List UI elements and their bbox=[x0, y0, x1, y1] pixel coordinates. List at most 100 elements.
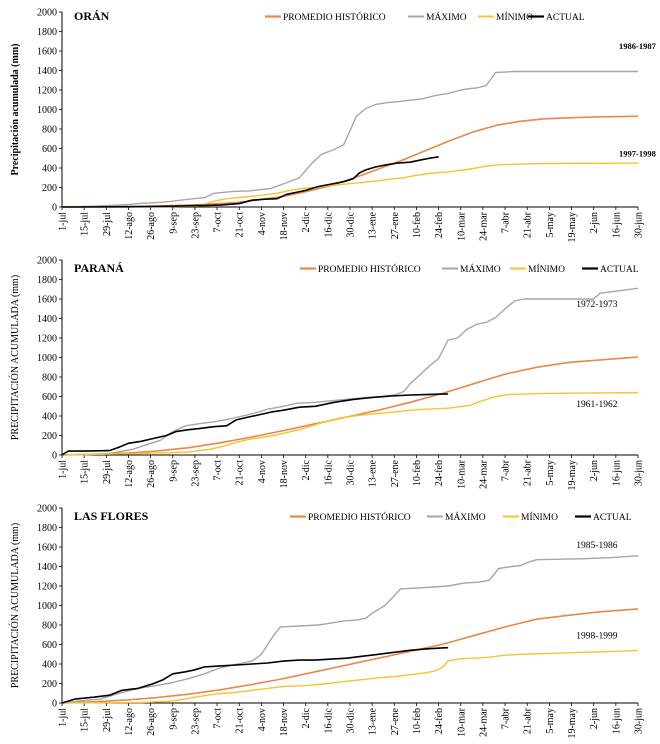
y-tick-label: 200 bbox=[42, 679, 57, 690]
annotation-label-1: 1986-1987 bbox=[619, 41, 657, 51]
y-axis-title: PRECIPITACIÓN ACUMULADA (mm) bbox=[9, 275, 21, 440]
x-tick-label: 27-ene bbox=[390, 211, 401, 239]
y-tick-label: 2000 bbox=[37, 8, 57, 19]
x-tick-label: 12-ago bbox=[124, 708, 135, 736]
x-tick-label: 2-dic bbox=[301, 211, 312, 232]
x-tick-label: 15-jul bbox=[80, 460, 91, 484]
annotation-label-1: 1972-1973 bbox=[576, 300, 617, 310]
x-tick-label: 30-dic bbox=[346, 459, 357, 485]
legend-label-3: MÍNIMO bbox=[528, 263, 565, 275]
x-tick-label: 13-ene bbox=[368, 707, 379, 735]
series-line-3 bbox=[61, 391, 639, 456]
x-tick-label: 23-sep bbox=[190, 708, 201, 735]
y-tick-label: 1600 bbox=[37, 543, 57, 554]
series-line-4 bbox=[61, 646, 449, 704]
legend-label-3: MÍNIMO bbox=[496, 11, 533, 23]
x-tick-label: 9-sep bbox=[168, 212, 179, 234]
x-tick-label: 19-may bbox=[567, 708, 578, 739]
y-axis-title: Precipitación acumulada (mm) bbox=[10, 43, 21, 175]
legend-label-1: PROMEDIO HISTÓRICO bbox=[283, 11, 386, 23]
x-tick-label: 26-ago bbox=[146, 460, 157, 488]
y-tick-label: 1800 bbox=[37, 523, 57, 534]
legend-label-1: PROMEDIO HISTÓRICO bbox=[318, 263, 421, 275]
x-tick-label: 13-ene bbox=[368, 211, 379, 239]
series-line-4 bbox=[61, 393, 449, 456]
y-tick-label: 1600 bbox=[37, 295, 57, 306]
chart-las-flores: 0 200 400 600 800 1000 1200 1400 1600 1800 2000 1-j… bbox=[9, 504, 645, 739]
x-tick-label: 4-nov bbox=[257, 708, 268, 731]
plot-title: PARANÁ bbox=[74, 261, 124, 275]
x-tick-label: 24-mar bbox=[478, 707, 489, 737]
legend-label-3: MÍNIMO bbox=[521, 511, 558, 523]
y-tick-label: 400 bbox=[42, 660, 57, 671]
x-tick-label: 23-sep bbox=[190, 460, 201, 487]
x-tick-label: 7-oct bbox=[213, 708, 224, 729]
x-tick-label: 5-may bbox=[545, 212, 556, 238]
y-tick-label: 800 bbox=[42, 125, 57, 136]
series-line-3 bbox=[61, 162, 639, 208]
series-line-2 bbox=[61, 287, 639, 456]
series-line-2 bbox=[61, 555, 639, 704]
annotation-label-2: 1961-1962 bbox=[576, 400, 617, 410]
plot-title: ORÁN bbox=[74, 9, 110, 23]
y-tick-label: 1800 bbox=[37, 275, 57, 286]
x-tick-label: 13-ene bbox=[368, 459, 379, 487]
y-tick-label: 200 bbox=[42, 431, 57, 442]
series-line-3 bbox=[61, 649, 639, 704]
x-tick-label: 21-oct bbox=[235, 708, 246, 734]
x-tick-label: 5-may bbox=[545, 708, 556, 734]
x-tick-label: 24-feb bbox=[434, 460, 445, 486]
legend-label-1: PROMEDIO HISTÓRICO bbox=[308, 511, 411, 523]
x-tick-label: 16-jun bbox=[611, 212, 622, 238]
x-tick-label: 9-sep bbox=[168, 460, 179, 482]
x-tick-label: 19-may bbox=[567, 212, 578, 243]
x-tick-label: 26-ago bbox=[146, 212, 157, 240]
y-tick-label: 600 bbox=[42, 392, 57, 403]
x-tick-label: 30-jun bbox=[634, 460, 645, 486]
x-tick-label: 7-abr bbox=[501, 459, 512, 481]
x-tick-label: 29-jul bbox=[102, 708, 113, 732]
x-tick-label: 24-feb bbox=[434, 212, 445, 238]
y-axis-title: PRECIPITACIÓN ACUMULADA (mm) bbox=[9, 523, 21, 688]
chart-oran: 0 200 400 600 800 1000 1200 1400 1600 1800 2000 1-j… bbox=[10, 8, 657, 243]
x-tick-label: 12-ago bbox=[124, 212, 135, 240]
y-tick-label: 600 bbox=[42, 144, 57, 155]
y-tick-label: 1400 bbox=[37, 66, 57, 77]
x-tick-label: 2-dic bbox=[301, 459, 312, 480]
y-tick-label: 600 bbox=[42, 640, 57, 651]
x-tick-label: 1-jul bbox=[58, 460, 69, 479]
x-tick-label: 19-may bbox=[567, 460, 578, 491]
y-tick-label: 1400 bbox=[37, 562, 57, 573]
x-tick-label: 10-feb bbox=[412, 460, 423, 486]
x-tick-label: 21-abr bbox=[523, 211, 534, 238]
x-tick-label: 7-oct bbox=[213, 460, 224, 481]
x-tick-label: 1-jul bbox=[58, 708, 69, 727]
x-tick-label: 10-feb bbox=[412, 212, 423, 238]
x-tick-label: 29-jul bbox=[102, 212, 113, 236]
x-tick-label: 24-mar bbox=[478, 211, 489, 241]
y-tick-label: 800 bbox=[42, 621, 57, 632]
plot-title: LAS FLORES bbox=[74, 509, 149, 523]
x-tick-label: 30-dic bbox=[346, 211, 357, 237]
x-tick-label: 27-ene bbox=[390, 707, 401, 735]
x-tick-label: 10-mar bbox=[456, 211, 467, 241]
x-tick-label: 21-abr bbox=[523, 707, 534, 734]
y-tick-label: 1200 bbox=[37, 334, 57, 345]
series-line-4 bbox=[61, 156, 439, 208]
x-tick-label: 18-nov bbox=[279, 708, 290, 736]
x-tick-label: 12-ago bbox=[124, 460, 135, 488]
y-tick-label: 1200 bbox=[37, 582, 57, 593]
x-tick-label: 16-dic bbox=[323, 211, 334, 237]
x-tick-label: 9-sep bbox=[168, 708, 179, 730]
x-tick-label: 24-feb bbox=[434, 708, 445, 734]
y-tick-label: 0 bbox=[52, 699, 57, 710]
x-tick-label: 16-dic bbox=[323, 707, 334, 733]
x-tick-label: 4-nov bbox=[257, 460, 268, 483]
annotation-label-2: 1997-1998 bbox=[619, 148, 656, 158]
series-line-2 bbox=[61, 70, 638, 208]
x-tick-label: 16-dic bbox=[323, 459, 334, 485]
series-line-1 bbox=[61, 608, 639, 704]
x-tick-label: 10-mar bbox=[456, 707, 467, 737]
x-tick-label: 4-nov bbox=[257, 212, 268, 235]
